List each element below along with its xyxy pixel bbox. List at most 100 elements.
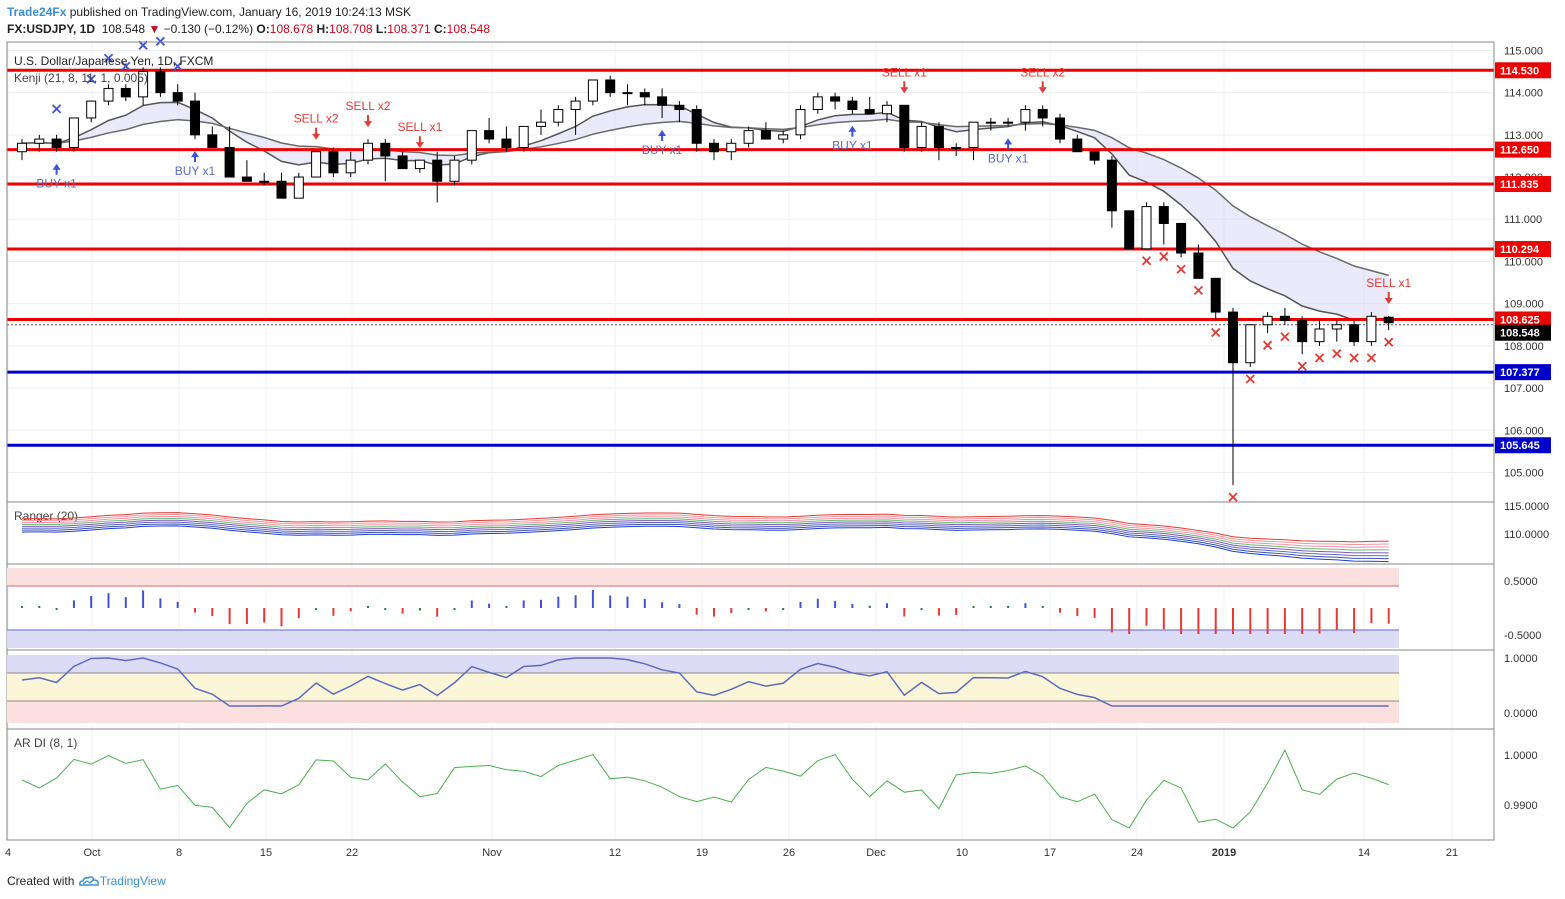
y-tick-label: 111.000 xyxy=(1504,214,1542,226)
candle-up xyxy=(587,79,598,102)
candle-up xyxy=(916,125,927,149)
candle-down xyxy=(276,180,287,199)
pane-tick-label: 0.0000 xyxy=(1504,708,1538,720)
level-price-label: 108.625 xyxy=(1500,314,1540,326)
candle-down xyxy=(1037,109,1048,119)
pane-tick-label: 1.0000 xyxy=(1504,653,1538,665)
candle-up xyxy=(536,121,546,127)
candle-up xyxy=(414,159,425,170)
candle-down xyxy=(1279,315,1290,322)
axes: 115.000114.000113.000112.000111.000110.0… xyxy=(5,41,1551,859)
candle-up xyxy=(1331,324,1342,330)
tradingview-link[interactable]: TradingView xyxy=(99,874,166,888)
candle-down xyxy=(1158,206,1169,224)
published-text: published on TradingView.com, January 16… xyxy=(69,5,412,19)
signal-cross-icon xyxy=(1297,361,1307,371)
candles xyxy=(17,67,1394,486)
x-tick-label: 4 xyxy=(5,847,11,859)
candle-down xyxy=(674,104,685,111)
ranger-band-line xyxy=(21,517,1389,551)
msi-upper-zone xyxy=(7,568,1399,586)
candle-up xyxy=(882,104,892,115)
signal-cross-icon xyxy=(1332,348,1342,359)
candle-up xyxy=(795,109,806,136)
candle-up xyxy=(311,151,322,178)
publish-line: Trade24Fx published on TradingView.com, … xyxy=(7,5,411,19)
x-tick-label: Dec xyxy=(866,847,886,859)
level-price-tag xyxy=(1495,176,1551,193)
candle-down xyxy=(120,87,131,98)
open-label: O: xyxy=(256,22,270,36)
buy-signal-label: BUY x1 xyxy=(642,143,683,157)
sell-arrow-icon xyxy=(312,133,321,140)
sell-arrow-icon xyxy=(415,142,424,149)
kenji-fast-line xyxy=(21,101,1389,322)
low-value: 108.371 xyxy=(387,22,431,36)
ranger-band-line xyxy=(21,523,1389,560)
sell-arrow-stem xyxy=(367,115,369,123)
y-tick-label: 110.000 xyxy=(1504,256,1543,268)
sell-arrow-stem xyxy=(903,81,906,89)
tdi-lower-zone xyxy=(7,701,1399,723)
annotations: BUY x1 BUY x1 SELL x2 SELL x2 SELL x1 BUY x1 B… xyxy=(36,36,1411,502)
candle-down xyxy=(899,104,910,149)
level-price-tag xyxy=(1495,241,1551,258)
sell-signal-label: SELL x1 xyxy=(397,120,442,134)
candle-up xyxy=(1003,121,1014,124)
y-tick-label: 114.000 xyxy=(1504,88,1543,100)
candle-down xyxy=(691,109,702,144)
signal-cross-icon xyxy=(1141,256,1152,266)
candle-down xyxy=(760,130,771,140)
x-tick-label: 26 xyxy=(783,847,795,859)
publisher-link[interactable]: Trade24Fx xyxy=(7,5,67,19)
candle-down xyxy=(1072,138,1083,153)
candle-down xyxy=(1106,159,1117,212)
x-tick-label: 17 xyxy=(1044,847,1056,859)
candle-down xyxy=(207,134,218,149)
candle-down xyxy=(501,138,512,149)
y-tick-label: 115.000 xyxy=(1504,45,1543,57)
signal-cross-icon xyxy=(173,61,183,71)
sell-signal-label: SELL x1 xyxy=(1366,276,1411,290)
signal-cross-icon xyxy=(1314,353,1325,363)
pane-tick-label: 0.5000 xyxy=(1504,576,1538,588)
candle-up xyxy=(138,71,149,98)
candle-down xyxy=(864,109,875,115)
x-tick-label: 19 xyxy=(696,847,708,859)
pane-tick-label: 0.9900 xyxy=(1504,800,1538,812)
candle-down xyxy=(241,176,252,182)
sell-arrow-stem xyxy=(1041,81,1044,89)
candle-up xyxy=(68,117,79,149)
candle-down xyxy=(1349,324,1360,343)
y-tick-label: 107.000 xyxy=(1504,383,1544,395)
pane-title: Ranger (20) xyxy=(14,509,78,523)
sell-arrow-icon xyxy=(1384,297,1393,304)
buy-arrow-icon xyxy=(1004,138,1013,145)
signal-cross-icon xyxy=(51,104,62,114)
pane-tick-label: 110.0000 xyxy=(1504,529,1549,541)
sell-arrow-stem xyxy=(1387,291,1390,299)
x-tick-label: 2019 xyxy=(1212,847,1236,859)
buy-arrow-stem xyxy=(1007,143,1010,150)
x-tick-label: 14 xyxy=(1358,847,1370,859)
level-price-tag xyxy=(1495,141,1551,158)
indicator-label: Kenji (21, 8, 11, 1, 0.005) xyxy=(14,71,148,85)
sell-signal-label: SELL x2 xyxy=(1020,65,1065,79)
ranger-band-line xyxy=(21,521,1389,557)
candle-up xyxy=(518,125,529,149)
buy-arrow-icon xyxy=(191,151,199,158)
signal-cross-icon xyxy=(86,74,96,84)
buy-arrow-stem xyxy=(194,156,196,163)
candle-up xyxy=(17,142,27,153)
candle-down xyxy=(1124,210,1135,250)
candle-up xyxy=(553,109,564,123)
buy-arrow-icon xyxy=(52,163,61,170)
pane-tick-label: 115.0000 xyxy=(1504,501,1549,513)
ranger-band-line xyxy=(21,519,1389,554)
level-price-tag xyxy=(1495,62,1551,79)
candle-up xyxy=(1262,315,1273,326)
candle-up xyxy=(968,121,979,149)
change-text: −0.130 (−0.12%) xyxy=(163,22,254,36)
candle-up xyxy=(293,176,304,199)
